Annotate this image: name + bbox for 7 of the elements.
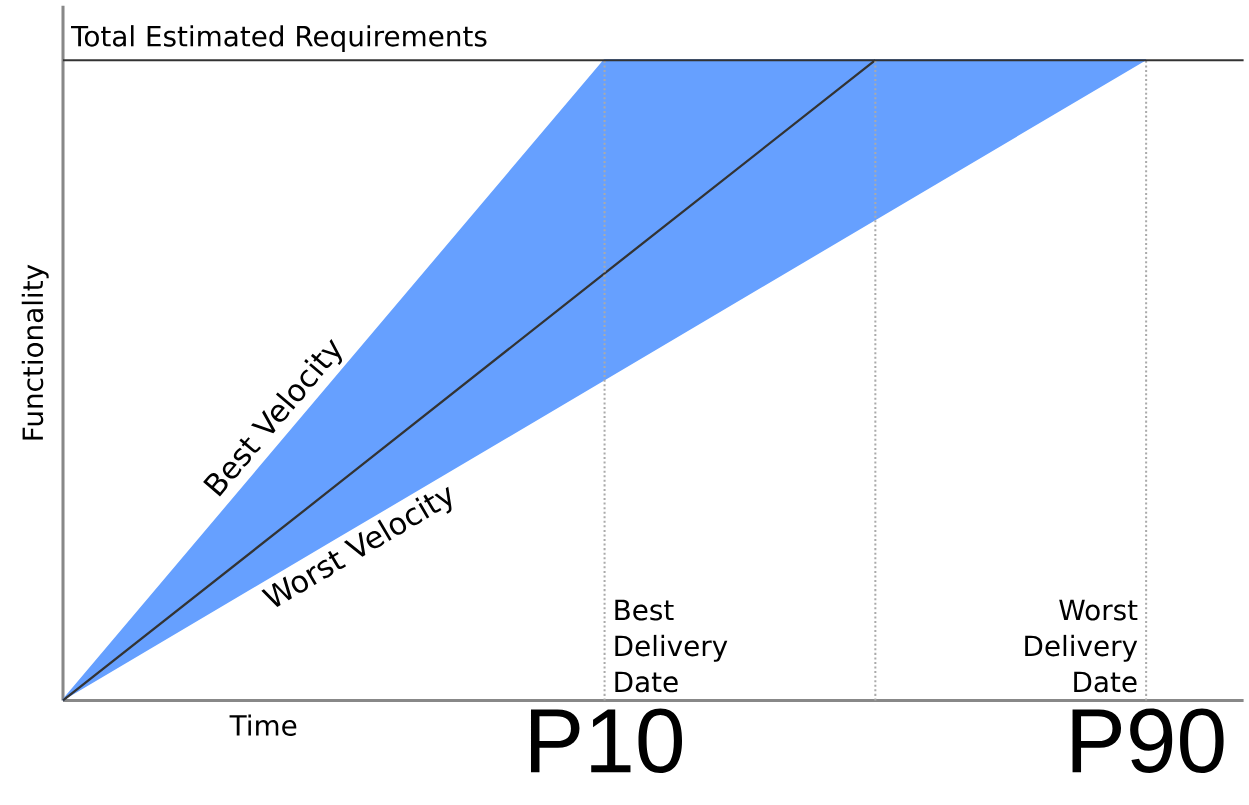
text: P90 xyxy=(1072,708,1224,774)
ref-line-label: Total Estimated Requirements xyxy=(71,25,487,53)
annotation: Best Delivery Date xyxy=(615,599,728,693)
text: P10 xyxy=(530,708,683,774)
x-axis-title: Time xyxy=(229,714,297,737)
annotation: Worst Delivery Date xyxy=(1025,599,1138,693)
y-axis-title: Functionality xyxy=(21,264,49,440)
